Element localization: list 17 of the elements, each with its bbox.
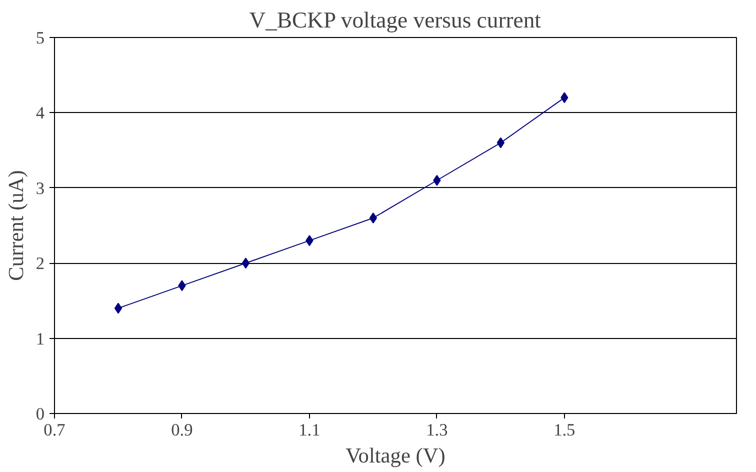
- y-tick-label: 1: [36, 329, 45, 348]
- y-axis-title: Current (uA): [4, 170, 28, 281]
- x-axis-title: Voltage (V): [346, 444, 446, 468]
- point: [369, 212, 378, 224]
- x-tick-label: 1.5: [554, 420, 576, 440]
- x-tick-label: 0.9: [171, 420, 193, 440]
- x-tick-label: 1.3: [426, 420, 448, 440]
- y-tick-label: 3: [36, 178, 45, 198]
- chart-title: V_BCKP voltage versus current: [249, 8, 542, 32]
- x-tick-label: 0.7: [44, 420, 66, 440]
- y-tick-label: 5: [36, 28, 45, 48]
- point: [242, 258, 250, 269]
- x-tick-label: 1.1: [298, 420, 320, 440]
- point: [114, 302, 122, 314]
- y-tick-label: 2: [36, 254, 45, 274]
- y-tick-label: 0: [36, 404, 45, 424]
- y-tick-label: 4: [36, 104, 45, 123]
